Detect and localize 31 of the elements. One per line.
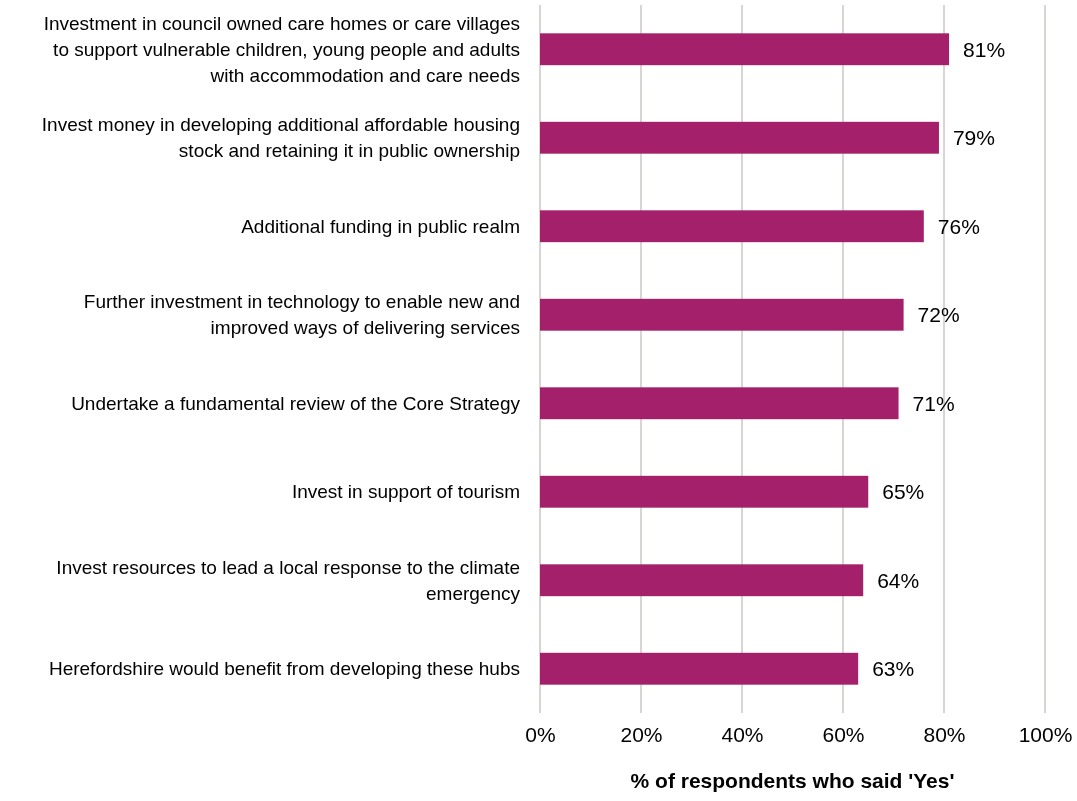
bar: [540, 121, 939, 154]
x-tick-label: 40%: [721, 722, 764, 746]
bar: [540, 387, 899, 420]
bar: [540, 564, 864, 597]
y-tick-label: Invest money in developing additional affordable housing stock and retaining it in public ownership: [41, 114, 520, 162]
y-tick-label: Additional funding in public realm: [241, 215, 520, 237]
data-label: 63%: [872, 657, 915, 681]
bar: [540, 652, 859, 685]
y-tick-label: Invest in support of tourism: [291, 481, 520, 503]
x-axis-title: % of respondents who said 'Yes': [630, 769, 955, 792]
bar: [540, 475, 869, 508]
y-tick-label: Investment in council owned care homes or care villages to support vulnerable children, young people and adults with accommodation and care needs: [43, 12, 520, 86]
data-label: 64%: [877, 568, 920, 592]
y-tick-label: Invest resources to lead a local response to the climate emergency: [56, 556, 521, 604]
x-tick-label: 0%: [525, 722, 556, 746]
y-tick-label: Herefordshire would benefit from developing these hubs: [48, 658, 520, 680]
data-label: 71%: [912, 391, 955, 415]
data-label: 65%: [882, 480, 925, 504]
x-tick-label: 60%: [822, 722, 865, 746]
bar: [540, 298, 904, 331]
data-label: 79%: [952, 126, 995, 150]
bar: [540, 33, 950, 66]
x-tick-label: 100%: [1018, 722, 1073, 746]
data-label: 81%: [963, 37, 1006, 61]
x-tick-label: 80%: [923, 722, 966, 746]
bar: [540, 210, 924, 243]
data-label: 76%: [937, 214, 980, 238]
y-tick-label: Further investment in technology to enable new and improved ways of delivering services: [83, 291, 520, 339]
x-tick-label: 20%: [620, 722, 663, 746]
data-label: 72%: [917, 303, 960, 327]
y-tick-label: Undertake a fundamental review of the Core Strategy: [71, 392, 521, 414]
